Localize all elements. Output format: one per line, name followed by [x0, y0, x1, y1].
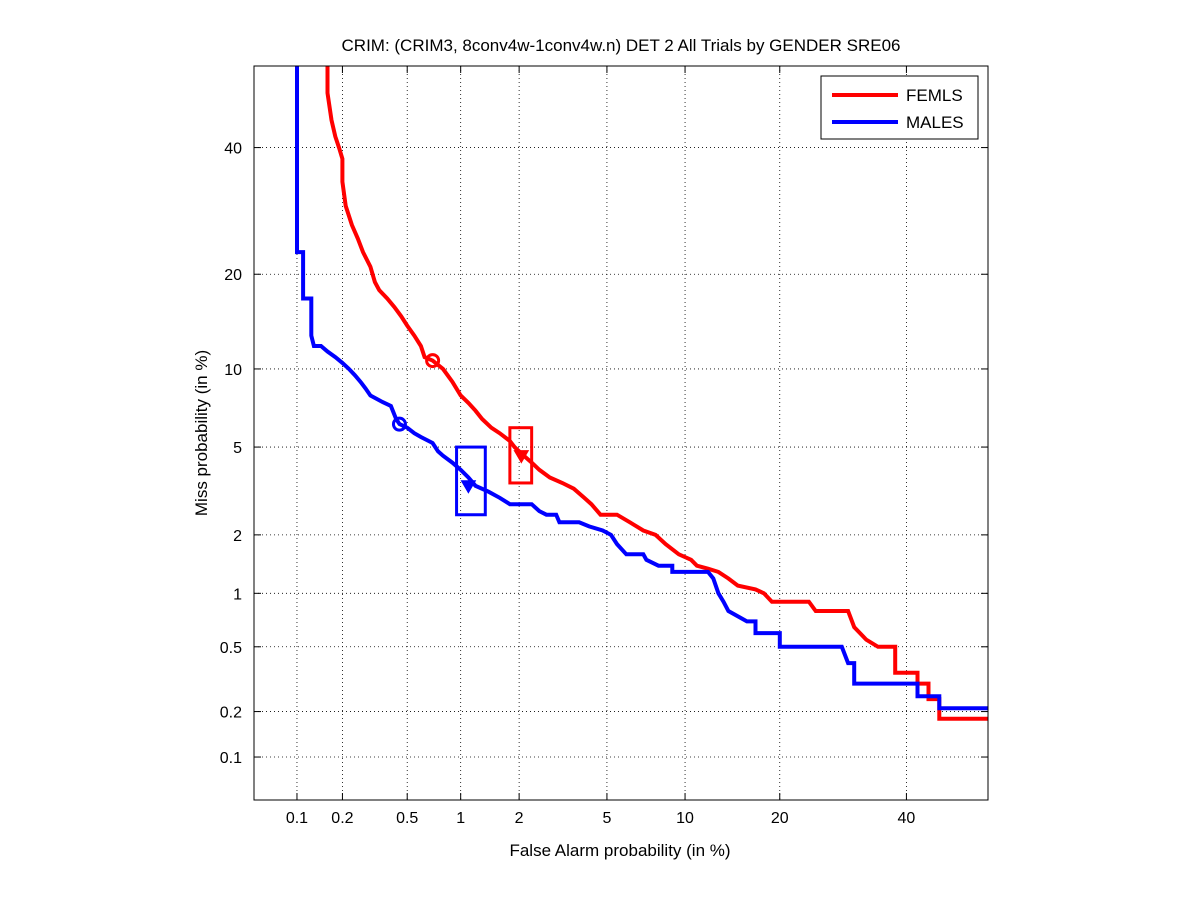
y-tick-label: 1 [233, 586, 242, 603]
x-tick-label: 20 [771, 810, 789, 827]
y-tick-label: 0.2 [220, 705, 242, 722]
legend-box [820, 75, 979, 140]
x-tick-label: 40 [898, 810, 916, 827]
y-axis-label: Miss probability (in %) [192, 350, 211, 516]
confidence-box-males [455, 445, 487, 517]
chart-title: CRIM: (CRIM3, 8conv4w-1conv4w.n) DET 2 A… [342, 36, 901, 55]
x-tick-label: 0.2 [331, 810, 353, 827]
axes-box [253, 65, 989, 801]
legend-label-femls: FEMLS [906, 86, 963, 105]
y-tick-label: 20 [224, 267, 242, 284]
marker-circle-femls [425, 353, 441, 369]
marker-triangle-femls [513, 450, 530, 464]
y-tick-label: 5 [233, 440, 242, 457]
x-axis-label: False Alarm probability (in %) [509, 841, 730, 860]
x-tick-label: 1 [456, 810, 465, 827]
marker-triangle-males [460, 480, 477, 494]
x-tick-label: 2 [515, 810, 524, 827]
series-line-femls [325, 66, 988, 721]
marker-circle-males [391, 416, 407, 432]
y-tick-label: 0.5 [220, 640, 242, 657]
x-tick-label: 10 [676, 810, 694, 827]
y-tick-label: 10 [224, 362, 242, 379]
legend-label-males: MALES [906, 113, 964, 132]
x-tick-label: 0.5 [396, 810, 418, 827]
y-tick-label: 0.1 [220, 750, 242, 767]
y-tick-label: 2 [233, 528, 242, 545]
x-tick-label: 0.1 [286, 810, 308, 827]
series-line-males [295, 66, 988, 711]
axis-ticks [254, 66, 988, 800]
y-tick-labels: 0.1 0.2 0.5 1 2 5 10 20 40 [220, 141, 242, 767]
x-tick-labels: 0.1 0.2 0.5 1 2 5 10 20 40 [286, 810, 916, 827]
confidence-box-femls [508, 426, 534, 485]
x-tick-label: 5 [602, 810, 611, 827]
legend: FEMLS MALES [820, 75, 979, 140]
plot-data-layer [295, 66, 988, 721]
y-tick-label: 40 [224, 141, 242, 158]
